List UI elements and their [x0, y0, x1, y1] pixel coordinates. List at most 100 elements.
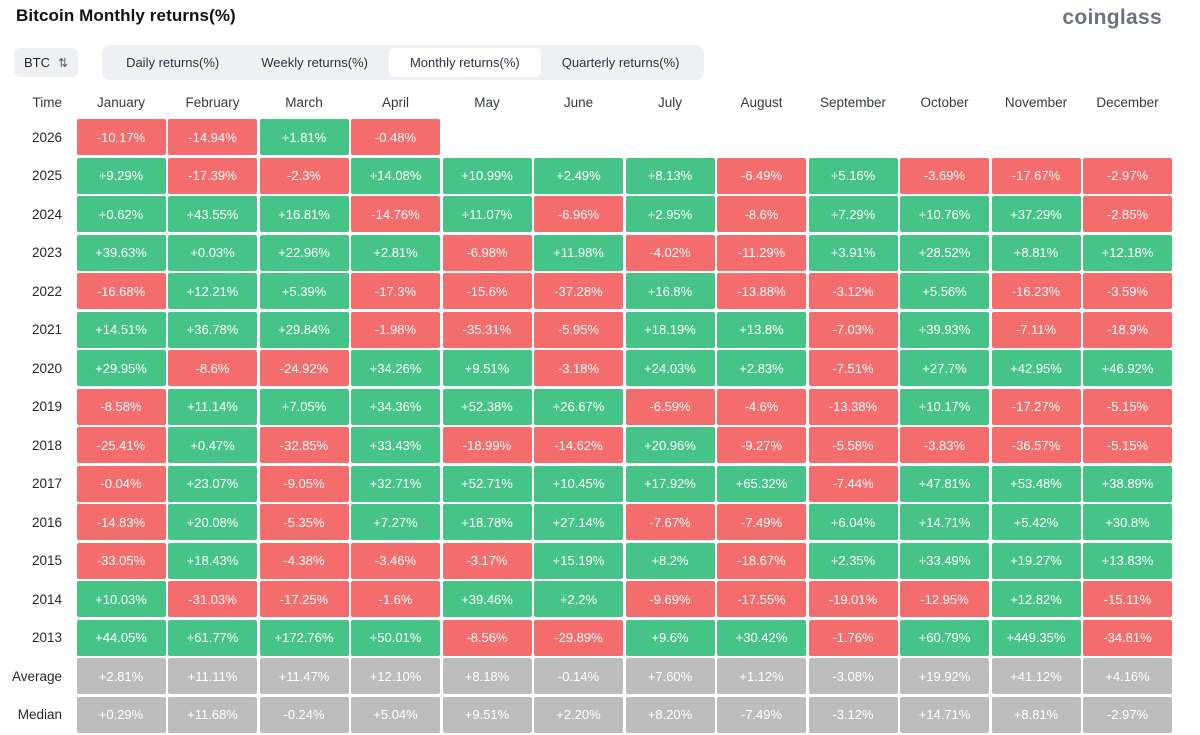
return-cell: -18.67% [717, 542, 806, 579]
return-cell: +24.03% [625, 350, 715, 386]
return-cell: +39.93% [900, 311, 989, 348]
return-cell: +60.79% [900, 619, 989, 656]
return-cell [900, 119, 989, 155]
return-cell: -5.15% [1083, 427, 1172, 463]
return-cell: -14.62% [534, 427, 623, 463]
return-cell: -16.68% [76, 273, 166, 309]
return-cell: -13.38% [808, 388, 898, 425]
return-cell: -7.67% [625, 504, 715, 540]
return-cell: -3.83% [900, 427, 989, 463]
row-label: 2024 [31, 206, 62, 222]
return-cell: +52.38% [442, 388, 532, 425]
return-cell: +43.55% [168, 196, 257, 232]
return-cell: +10.45% [534, 465, 623, 502]
sort-icon: ⇅ [58, 55, 69, 70]
return-cell: +7.05% [259, 388, 349, 425]
return-cell: -4.38% [259, 542, 349, 579]
return-cell: +2.20% [534, 696, 623, 733]
table-row: 2015 -33.05% +18.43% -4.38% -3.46% -3.17% +15.… [0, 542, 1172, 579]
return-cell: +172.76% [259, 619, 349, 656]
return-cell: -3.69% [900, 157, 989, 194]
return-cell: -17.67% [991, 157, 1081, 194]
return-cell: -18.99% [442, 427, 532, 463]
return-cell: -17.39% [168, 157, 257, 194]
return-cell: -6.49% [717, 157, 806, 194]
return-cell: +2.81% [76, 658, 166, 694]
table-row: 2020 +29.95% -8.6% -24.92% +34.26% +9.51% -3.1… [0, 350, 1172, 386]
return-cell: -9.05% [259, 465, 349, 502]
return-cell: +5.04% [351, 696, 440, 733]
return-cell: -15.6% [442, 273, 532, 309]
return-cell: +8.81% [991, 696, 1081, 733]
returns-table: Time January February March April May June July… [0, 90, 1172, 733]
return-cell: -32.85% [259, 427, 349, 463]
table-row: 2023 +39.63% +0.03% +22.96% +2.81% -6.98% +11.… [0, 234, 1172, 271]
return-cell: -1.6% [351, 581, 440, 617]
return-cell: +16.81% [259, 196, 349, 232]
return-cell: +10.76% [900, 196, 989, 232]
return-cell: -2.85% [1083, 196, 1172, 232]
row-label: 2013 [31, 630, 62, 645]
returns-tabs: Daily returns(%) Weekly returns(%) Monthly… [102, 45, 704, 80]
table-row: 2026 -10.17% -14.94% +1.81% -0.48% [0, 119, 1172, 155]
return-cell: -11.29% [717, 234, 806, 271]
coinglass-logo: coinglass [1062, 6, 1162, 29]
return-cell: +30.42% [717, 619, 806, 656]
return-cell: +11.14% [168, 388, 257, 425]
return-cell: -7.11% [991, 311, 1081, 348]
row-label: 2015 [31, 553, 62, 568]
return-cell: +27.14% [534, 504, 623, 540]
return-cell: +32.71% [351, 465, 440, 502]
table-header-row: Time January February March April May June July… [0, 90, 1172, 114]
return-cell [626, 119, 715, 155]
month-header: April [381, 94, 409, 110]
return-cell: -2.3% [259, 157, 349, 194]
return-cell: +29.84% [259, 311, 349, 348]
return-cell: -29.89% [534, 619, 623, 656]
return-cell: -0.48% [351, 119, 440, 155]
row-label: Average [11, 668, 62, 684]
month-header: July [657, 94, 682, 110]
table-row: Median +0.29% +11.68% -0.24% +5.04% +9.51% +2.… [0, 696, 1172, 733]
return-cell: -5.35% [259, 504, 349, 540]
return-cell: +5.16% [808, 157, 898, 194]
return-cell: -8.6% [168, 350, 257, 386]
return-cell: +19.92% [900, 658, 989, 694]
topbar: Bitcoin Monthly returns(%) coinglass [0, 0, 1200, 32]
return-cell: -3.59% [1083, 273, 1172, 309]
return-cell: -2.97% [1083, 157, 1172, 194]
return-cell [992, 119, 1081, 155]
tab-quarterly-returns[interactable]: Quarterly returns(%) [561, 55, 680, 70]
return-cell: +61.77% [168, 619, 257, 656]
tab-weekly-returns[interactable]: Weekly returns(%) [261, 55, 368, 70]
return-cell: +39.63% [76, 234, 166, 271]
tab-monthly-returns[interactable]: Monthly returns(%) [388, 48, 541, 77]
row-label: Median [17, 707, 62, 722]
return-cell: -5.95% [534, 311, 623, 348]
row-label: 2022 [31, 283, 62, 299]
return-cell: +2.95% [625, 196, 715, 232]
tab-daily-returns[interactable]: Daily returns(%) [126, 55, 220, 70]
page-title: Bitcoin Monthly returns(%) [16, 6, 236, 25]
return-cell: +5.42% [991, 504, 1081, 540]
return-cell: +34.26% [351, 350, 440, 386]
return-cell: +1.81% [259, 119, 349, 155]
return-cell [443, 119, 532, 155]
return-cell: +13.83% [1083, 542, 1172, 579]
return-cell: -14.83% [76, 504, 166, 540]
return-cell: +7.29% [808, 196, 898, 232]
return-cell: -4.02% [625, 234, 715, 271]
return-cell: -0.04% [76, 465, 166, 502]
return-cell: +9.6% [625, 619, 715, 656]
return-cell: -17.27% [991, 388, 1081, 425]
return-cell: +53.48% [991, 465, 1081, 502]
table-row: 2021 +14.51% +36.78% +29.84% -1.98% -35.31% -5… [0, 311, 1172, 348]
table-row: 2016 -14.83% +20.08% -5.35% +7.27% +18.78% +27… [0, 504, 1172, 540]
return-cell: -6.96% [534, 196, 623, 232]
month-header: September [819, 94, 887, 110]
symbol-select[interactable]: BTC ⇅ [14, 48, 79, 77]
return-cell: +11.47% [259, 658, 349, 694]
return-cell: +8.18% [442, 658, 532, 694]
return-cell: +20.96% [625, 427, 715, 463]
return-cell: +11.07% [442, 196, 532, 232]
